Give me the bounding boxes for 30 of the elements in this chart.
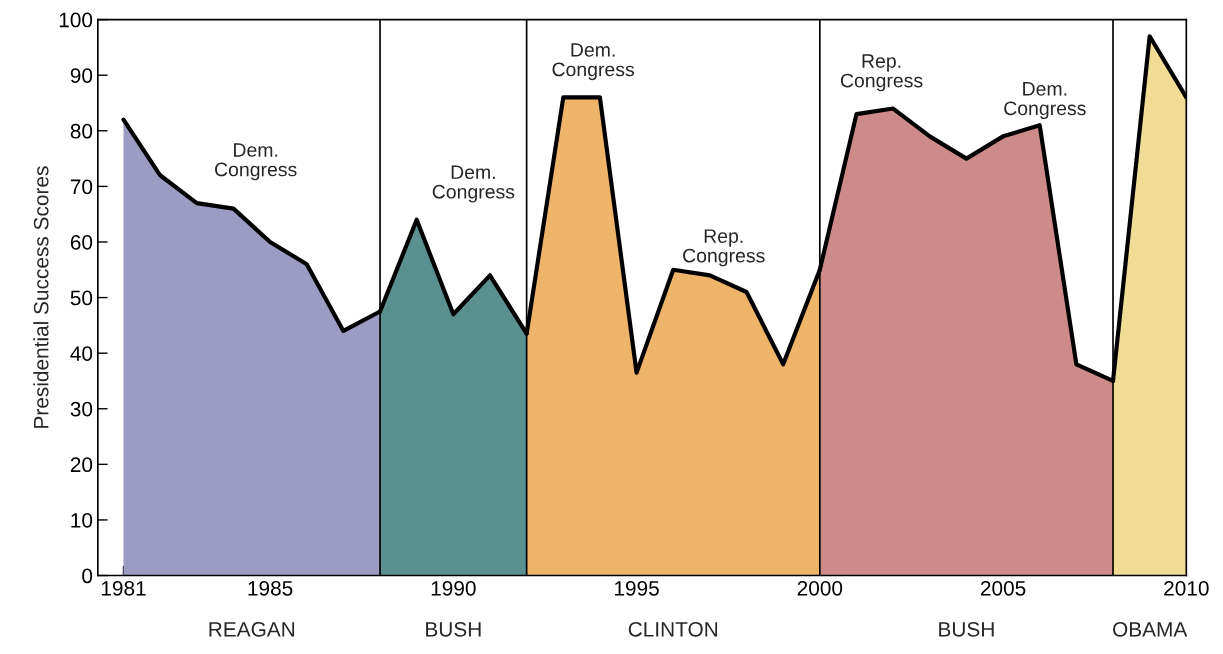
annotation: Dem. Congress — [215, 143, 297, 181]
x-tick-label: 2000 — [797, 580, 843, 596]
y-tick-label: 30 — [70, 401, 93, 417]
x-tick-label: 1981 — [101, 580, 146, 596]
y-tick-label: 0 — [82, 568, 93, 584]
x-tick-label: 2005 — [980, 580, 1026, 596]
y-tick-label: 90 — [70, 68, 93, 83]
y-tick-label: 70 — [70, 179, 93, 195]
text: OBAMA — [1113, 621, 1188, 637]
text: CLINTON — [628, 621, 718, 637]
y-tick-label: 100 — [59, 12, 93, 28]
text: BUSH — [426, 621, 481, 637]
y-tick-label: 80 — [70, 123, 93, 139]
annotation: Dem. Congress — [432, 165, 515, 203]
y-tick-label: 40 — [70, 346, 93, 361]
y-tick-label: 10 — [71, 512, 93, 528]
annotation: Rep. Congress — [840, 54, 923, 92]
x-tick-label: 2010 — [1164, 580, 1209, 596]
y-axis-title: Presidential Success Scores — [33, 166, 49, 428]
text: REAGAN — [209, 621, 295, 637]
x-tick-label: 1985 — [248, 580, 293, 596]
y-tick-label: 50 — [70, 290, 93, 306]
annotation: Rep. Congress — [683, 229, 765, 267]
x-tick-label: 1990 — [431, 580, 476, 596]
y-tick-label: 60 — [70, 234, 93, 250]
text: BUSH — [939, 621, 994, 637]
y-tick-label: 20 — [70, 457, 93, 473]
x-tick-label: 1995 — [615, 580, 659, 596]
annotation: Dem. Congress — [552, 43, 634, 81]
annotation: Dem. Congress — [1004, 82, 1086, 120]
